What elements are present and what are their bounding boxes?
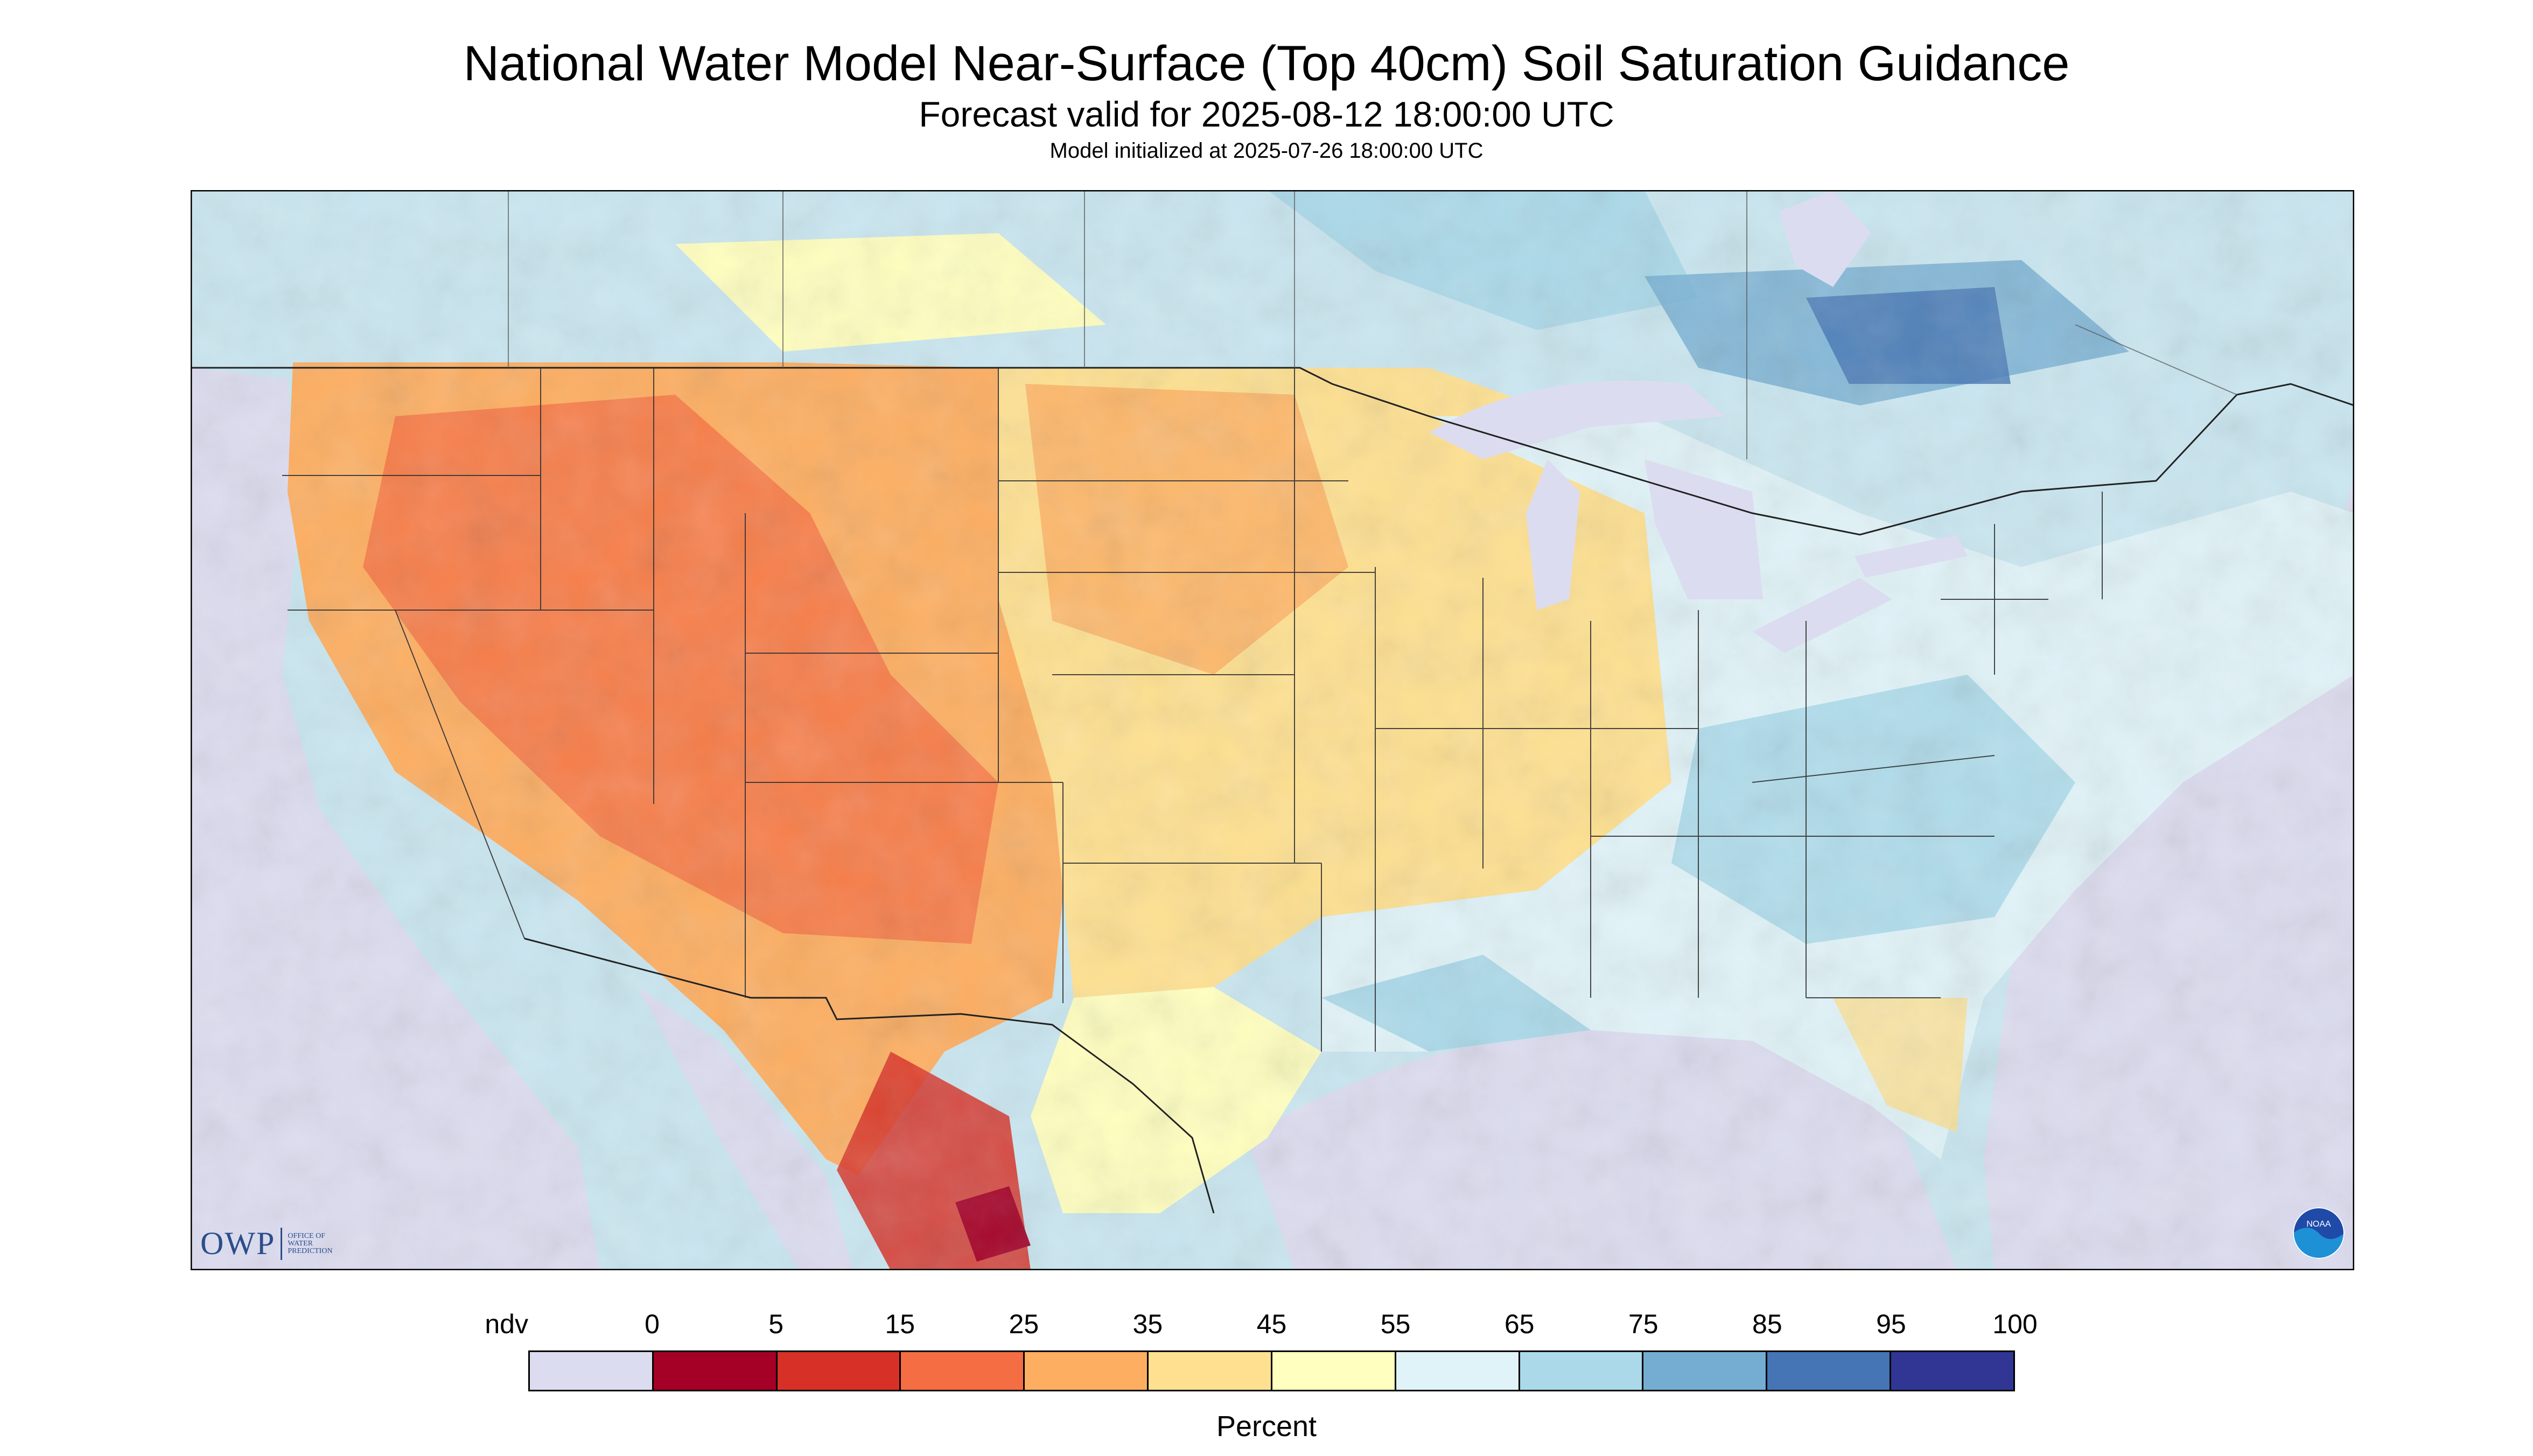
lake-erie <box>1752 578 1892 653</box>
noaa-logo: NOAA <box>2292 1206 2346 1260</box>
legend-tick-label: ndv <box>485 1309 528 1339</box>
legend-swatch <box>1396 1352 1520 1390</box>
legend-swatch <box>1149 1352 1272 1390</box>
legend-swatch <box>1891 1352 2013 1390</box>
legend-tick-label: 15 <box>885 1309 915 1339</box>
legend-tick-label: 45 <box>1256 1309 1287 1339</box>
legend-tick-label: 0 <box>645 1309 660 1339</box>
legend-tick-label: 85 <box>1752 1309 1782 1339</box>
owp-logo-divider <box>281 1227 283 1260</box>
legend-tick-label: 25 <box>1009 1309 1039 1339</box>
legend-tick-label: 65 <box>1504 1309 1535 1339</box>
legend-swatch <box>1767 1352 1892 1390</box>
legend-swatch <box>901 1352 1025 1390</box>
hudson-bay-edge <box>1779 190 1871 287</box>
us-mexico-border <box>524 937 1215 1214</box>
model-init-time: Model initialized at 2025-07-26 18:00:00… <box>1049 139 1484 163</box>
legend-swatch <box>1025 1352 1149 1390</box>
legend-tick-label: 100 <box>1992 1309 2038 1339</box>
forecast-valid-time: Forecast valid for 2025-08-12 18:00:00 U… <box>919 94 1614 134</box>
us-canada-border <box>191 367 2354 536</box>
lake-ontario <box>1855 535 1968 578</box>
lake-huron <box>1645 459 1763 599</box>
soil-saturation-map <box>191 190 2354 1270</box>
legend-tick-label: 35 <box>1132 1309 1163 1339</box>
map-title: National Water Model Near-Surface (Top 4… <box>463 36 2070 91</box>
owp-logo-caption: OFFICE OF WATER PREDICTION <box>288 1231 333 1255</box>
legend-swatch <box>1520 1352 1644 1390</box>
svg-text:NOAA: NOAA <box>2306 1220 2331 1229</box>
legend-unit-label: Percent <box>1216 1410 1317 1443</box>
color-legend <box>528 1350 2015 1391</box>
legend-tick-label: 75 <box>1628 1309 1659 1339</box>
legend-swatch <box>653 1352 778 1390</box>
state-boundaries <box>282 368 2103 1052</box>
legend-tick-label: 55 <box>1380 1309 1411 1339</box>
legend-swatch <box>1643 1352 1768 1390</box>
legend-swatch <box>530 1352 654 1390</box>
legend-swatch <box>777 1352 901 1390</box>
province-boundaries <box>508 190 2237 459</box>
owp-logo-text: OWP <box>200 1226 276 1261</box>
legend-swatch <box>1272 1352 1396 1390</box>
legend-tick-label: 5 <box>768 1309 784 1339</box>
lake-michigan <box>1526 459 1580 610</box>
owp-logo: OWP OFFICE OF WATER PREDICTION <box>200 1225 333 1262</box>
map-frame <box>191 190 2354 1270</box>
legend-tick-label: 95 <box>1876 1309 1906 1339</box>
lake-superior <box>1429 381 1725 459</box>
